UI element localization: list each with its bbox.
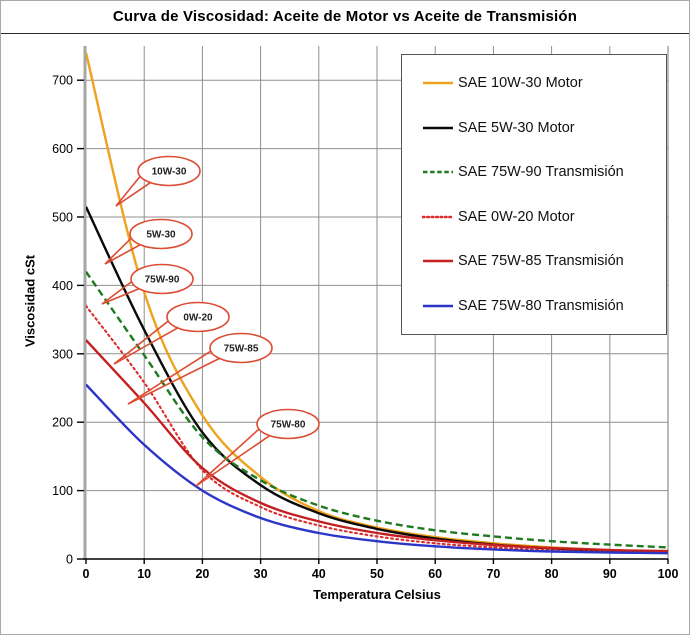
x-tick-label: 40	[312, 567, 326, 581]
y-tick-label: 600	[52, 142, 73, 156]
y-tick-label: 200	[52, 416, 73, 430]
y-tick-label: 400	[52, 279, 73, 293]
legend-swatch-dashed-line	[423, 170, 453, 174]
legend-item-sae-0w-20-motor: SAE 0W-20 Motor	[422, 197, 666, 237]
legend-label: SAE 75W-80 Transmisión	[458, 297, 624, 314]
callout-tail	[113, 318, 171, 365]
legend-label: SAE 0W-20 Motor	[458, 208, 575, 225]
chart-title: Curva de Viscosidad: Aceite de Motor vs …	[112, 8, 578, 25]
callout-75w-85: 75W-85	[127, 332, 273, 405]
title-divider	[1, 33, 689, 34]
x-axis-title: Temperatura Celsius	[313, 587, 441, 602]
x-tick-label: 50	[370, 567, 384, 581]
x-tick-label: 70	[486, 567, 500, 581]
x-tick-label: 90	[603, 567, 617, 581]
callout-5w-30: 5W-30	[104, 218, 193, 265]
callout-ellipse	[137, 155, 201, 187]
x-tick-label: 10	[137, 567, 151, 581]
callout-tail	[195, 433, 272, 487]
callout-tail	[104, 235, 134, 265]
callout-tail	[101, 287, 142, 305]
callout-tail	[101, 279, 135, 305]
legend-label: SAE 10W-30 Motor	[458, 75, 583, 92]
legend-item-sae-5w-30-motor: SAE 5W-30 Motor	[422, 108, 666, 148]
curve-sae-75w-80-transmisi-n	[86, 383, 668, 555]
legend-swatch-dotted-line	[422, 215, 454, 219]
callout-tail	[113, 326, 180, 365]
x-tick-label: 100	[658, 567, 679, 581]
callout-label: 75W-80	[271, 420, 306, 431]
callout-label: 75W-90	[145, 275, 180, 286]
legend-item-sae-75w-85-transmisi-n: SAE 75W-85 Transmisión	[422, 241, 666, 281]
callout-label: 75W-85	[224, 344, 259, 355]
legend-label: SAE 5W-30 Motor	[458, 119, 575, 136]
callout-ellipse	[130, 263, 194, 295]
y-tick-label: 500	[52, 211, 73, 225]
callout-tail	[115, 180, 153, 207]
y-tick-label: 700	[52, 74, 73, 88]
callout-label: 0W-20	[183, 313, 213, 324]
x-tick-label: 60	[428, 567, 442, 581]
x-tick-label: 20	[195, 567, 209, 581]
callout-ellipse	[209, 332, 273, 364]
y-tick-label: 100	[52, 484, 73, 498]
y-tick-label: 300	[52, 347, 73, 361]
callout-10w-30: 10W-30	[115, 155, 201, 207]
legend-label: SAE 75W-90 Transmisión	[458, 164, 624, 181]
legend-swatch-solid-line	[423, 304, 453, 308]
legend: SAE 10W-30 Motor SAE 5W-30 Motor SAE 75W-9…	[401, 54, 667, 335]
callout-75w-90: 75W-90	[101, 263, 194, 305]
legend-swatch-solid-line	[423, 81, 453, 85]
callout-label: 10W-30	[152, 167, 187, 178]
callout-ellipse	[166, 301, 230, 333]
curve-sae-75w-85-transmisi-n	[86, 339, 668, 553]
x-tick-label: 0	[83, 567, 90, 581]
y-axis-title: Viscosidad cSt	[22, 254, 38, 348]
callout-tail	[127, 348, 214, 405]
callout-0w-20: 0W-20	[113, 301, 230, 365]
callout-75w-80: 75W-80	[195, 408, 320, 487]
legend-item-sae-10w-30-motor: SAE 10W-30 Motor	[422, 63, 666, 103]
callout-ellipse	[129, 218, 193, 250]
callout-tail	[195, 426, 262, 487]
callout-label: 5W-30	[146, 230, 176, 241]
y-tick-label: 0	[66, 553, 73, 567]
legend-label: SAE 75W-85 Transmisión	[458, 253, 624, 270]
callout-ellipse	[256, 408, 320, 440]
legend-item-sae-75w-80-transmisi-n: SAE 75W-80 Transmisión	[422, 286, 666, 326]
legend-swatch-solid-line	[423, 259, 453, 263]
x-tick-label: 30	[254, 567, 268, 581]
callout-tail	[115, 173, 143, 207]
legend-item-sae-75w-90-transmisi-n: SAE 75W-90 Transmisión	[422, 152, 666, 192]
callout-tail	[104, 242, 143, 265]
callout-tail	[127, 356, 222, 405]
x-tick-label: 80	[545, 567, 559, 581]
legend-swatch-solid-line	[423, 126, 453, 130]
